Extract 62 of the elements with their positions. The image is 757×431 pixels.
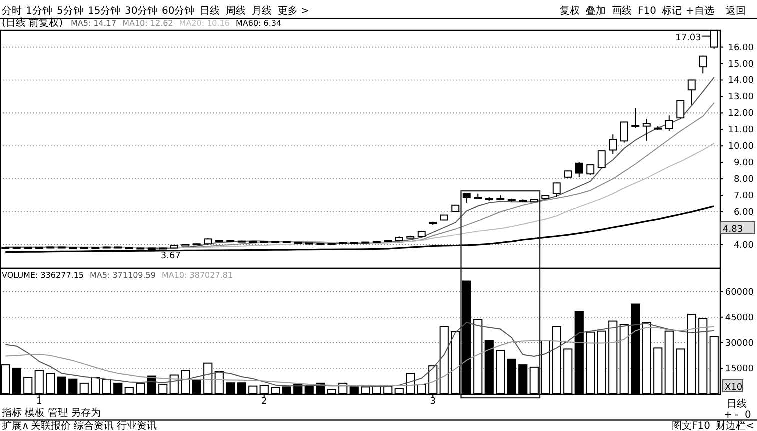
text: 4.83 (723, 225, 744, 235)
text: MA20: 10.16 (179, 19, 230, 28)
y-tick-label: 15000 (725, 364, 754, 374)
y-tick-label: 14.00 (728, 76, 754, 86)
y-tick-label: 11.00 (728, 126, 754, 136)
x-tick-label: 2 (262, 397, 268, 407)
y-tick-label: 15.00 (728, 60, 754, 70)
text: 60分钟 (162, 5, 195, 17)
text: 模板 (25, 407, 45, 419)
y-tick-label: 10.00 (728, 142, 754, 152)
text: VOLUME: 336277.15 (2, 271, 84, 280)
y-tick-label: 8.00 (734, 175, 754, 186)
text: MA10: 12.62 (122, 19, 174, 28)
annotation: 3.67 (160, 251, 181, 262)
text: +自选 (686, 5, 714, 17)
text: 30分钟 (125, 5, 158, 17)
text: 画线 (612, 5, 632, 17)
text: 行业资讯 (117, 420, 157, 431)
text: 1分钟 (26, 5, 52, 17)
text: 0 (745, 410, 752, 421)
y-tick-label: 4.00 (734, 240, 754, 251)
text: 5分钟 (57, 5, 84, 17)
y-tick-label: 30000 (725, 338, 754, 349)
y-tick-label: 60000 (725, 288, 754, 298)
text: 更多 > (278, 5, 310, 17)
text: - (735, 410, 739, 421)
y-tick-label: 12.00 (728, 109, 754, 120)
text: 叠加 (586, 5, 606, 17)
text: 综合资讯 (74, 420, 114, 431)
text: 复权 (560, 5, 580, 17)
text: 月线 (252, 5, 272, 17)
text: 日线 (200, 5, 220, 17)
text: 图文F10 (672, 420, 710, 431)
text: 指标 (1, 407, 22, 419)
text: 日线 (727, 398, 747, 410)
annotation: 17.03 (676, 33, 702, 44)
text: F10 (638, 6, 656, 17)
y-tick-label: 7.00 (734, 192, 754, 202)
text: 另存为 (71, 407, 101, 419)
text: MA5: 371109.59 (90, 271, 156, 280)
text: 标记 (661, 5, 682, 17)
y-tick-label: 13.00 (728, 92, 754, 103)
x-tick-label: 1 (36, 397, 42, 407)
text: + (724, 410, 732, 421)
text: 返回 (726, 5, 746, 17)
text: MA60: 6.34 (236, 19, 282, 28)
text: 15分钟 (88, 5, 121, 17)
x-tick-label: 3 (430, 397, 436, 407)
text: 周线 (226, 5, 246, 17)
text: 分时 (2, 5, 22, 17)
y-tick-label: 16.00 (728, 43, 754, 54)
y-tick-label: 45000 (725, 313, 754, 324)
line-series (4, 206, 716, 254)
text: MA5: 14.17 (70, 19, 117, 28)
y-tick-label: 6.00 (734, 208, 754, 218)
text: MA10: 387027.81 (162, 271, 234, 280)
y-tick-label: 9.00 (734, 158, 754, 169)
text: 扩展∧ (2, 420, 30, 431)
text: X10 (725, 383, 743, 393)
text: 管理 (48, 408, 68, 419)
text: 财边栏< (716, 420, 754, 431)
text: 关联报价 (31, 420, 71, 431)
